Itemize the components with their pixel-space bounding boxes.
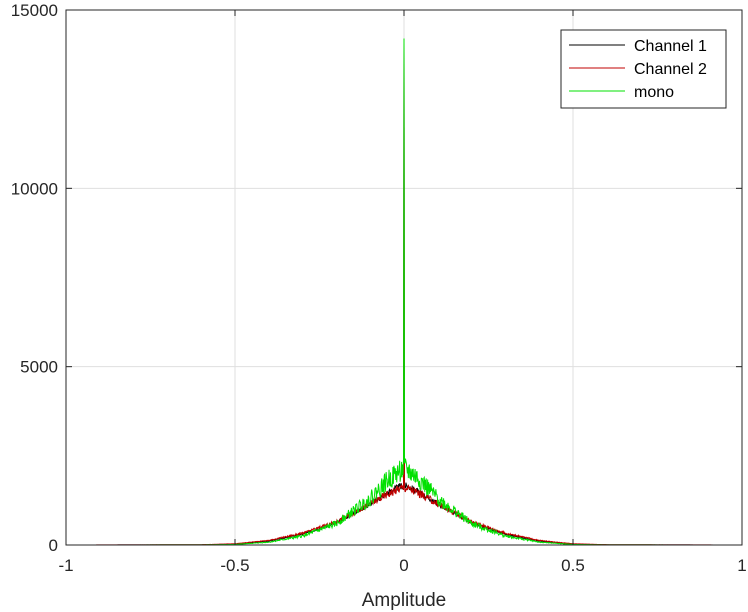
y-tick-label: 15000 <box>11 1 58 20</box>
x-tick-label: -0.5 <box>220 556 249 575</box>
legend-label-channel-1: Channel 1 <box>634 38 707 55</box>
x-tick-label: 1 <box>737 556 746 575</box>
y-tick-label: 0 <box>49 536 58 555</box>
x-tick-label: 0.5 <box>561 556 585 575</box>
tick-labels: -1 -0.5 0 0.5 1 0 5000 10000 15000 <box>11 1 747 575</box>
x-tick-label: -1 <box>58 556 73 575</box>
legend-items: Channel 1 Channel 2 mono <box>569 38 707 101</box>
axis-ticks <box>65 9 743 546</box>
x-axis-label: Amplitude <box>362 590 447 611</box>
legend: Channel 1 Channel 2 mono <box>560 29 727 109</box>
legend-label-mono: mono <box>634 84 674 101</box>
x-tick-label: 0 <box>399 556 408 575</box>
legend-label-channel-2: Channel 2 <box>634 61 707 78</box>
y-tick-label: 5000 <box>20 358 58 377</box>
legend-box <box>560 29 727 109</box>
y-tick-label: 10000 <box>11 179 58 198</box>
